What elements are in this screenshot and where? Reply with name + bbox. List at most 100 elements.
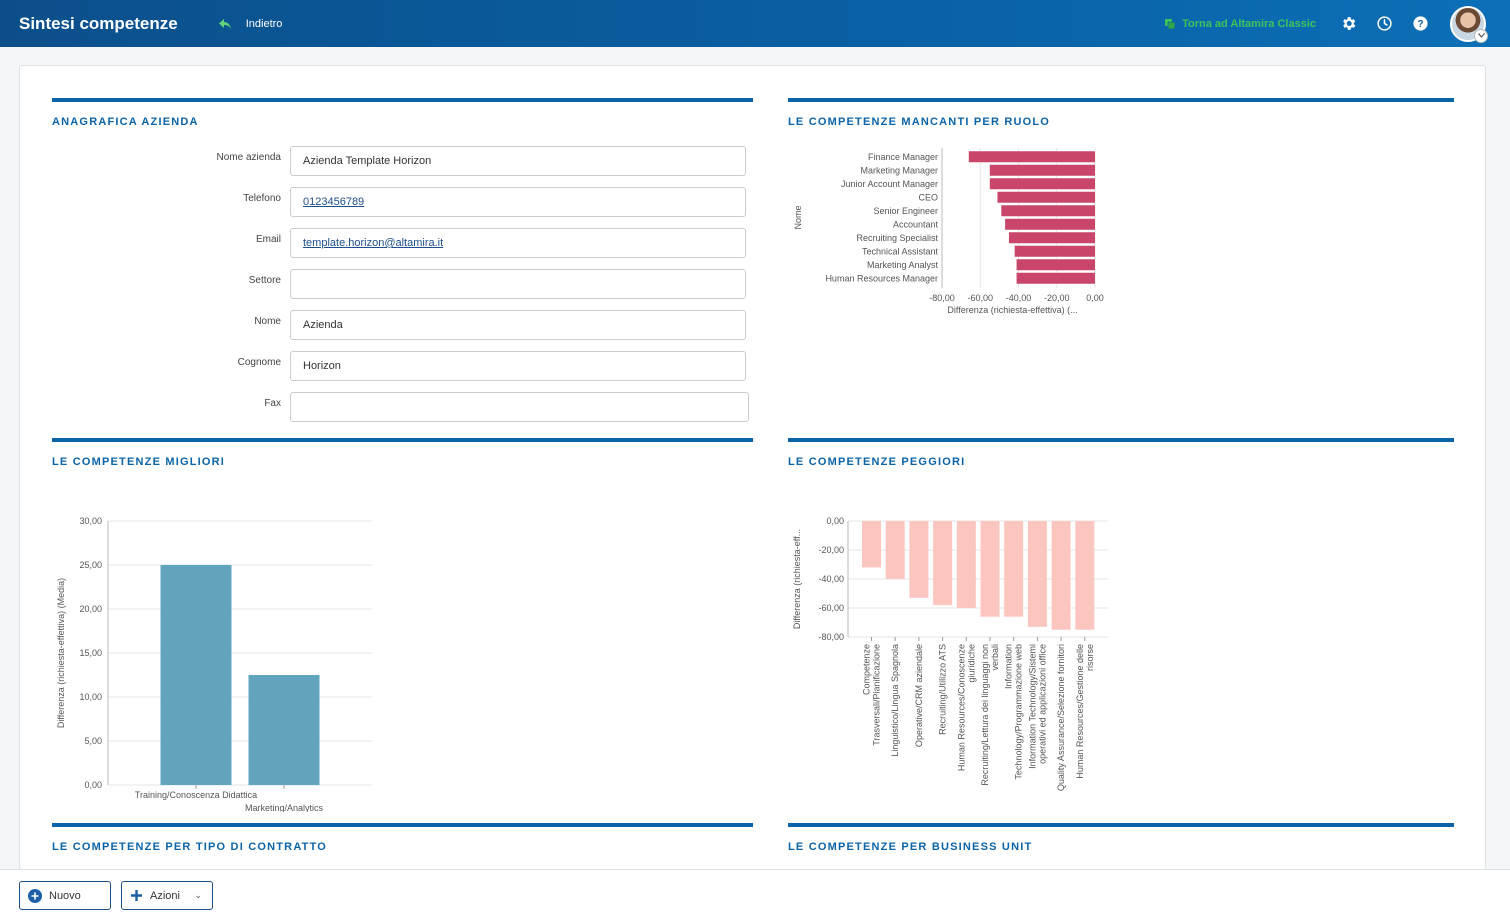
bar[interactable] [956, 521, 976, 608]
bar[interactable] [862, 521, 881, 568]
bar[interactable] [1005, 218, 1095, 230]
section-migliori: LE COMPETENZE MIGLIORI 0,00 5,00 10,00 15,0… [52, 438, 753, 818]
svg-text:?: ? [1417, 19, 1423, 30]
x-tick-label: Recruiting/Lettura dei linguaggi non verb… [980, 644, 1000, 786]
classic-link[interactable]: Torna ad Altamira Classic [1164, 18, 1316, 30]
form-row: Nome azienda [52, 146, 752, 176]
x-tick-label: -20,00 [1044, 293, 1070, 303]
bar[interactable] [909, 521, 929, 598]
bar[interactable] [1016, 259, 1095, 271]
y-tick-label: Accountant [893, 219, 939, 229]
plus-icon [131, 890, 142, 901]
bar[interactable] [989, 178, 1095, 190]
form-row: Telefono [52, 187, 752, 217]
bar[interactable] [997, 191, 1095, 203]
x-tick-label-line: Recruiting/Lettura dei linguaggi non [980, 644, 990, 786]
new-label: Nuovo [49, 889, 81, 902]
x-tick-label-line: verbali [990, 644, 1000, 671]
section-title-business-unit: LE COMPETENZE PER BUSINESS UNIT [788, 841, 1033, 853]
back-label: Indietro [245, 17, 283, 30]
form-label: Nome azienda [216, 152, 281, 163]
x-tick-label-line: Competenze [862, 644, 872, 695]
form-input[interactable] [290, 187, 746, 217]
history-button[interactable] [1375, 15, 1393, 33]
form-input[interactable] [290, 351, 746, 381]
y-tick-label: Junior Account Manager [841, 179, 938, 189]
chart-migliori: 0,00 5,00 10,00 15,00 20,00 25,00 30,00 Trainin… [56, 516, 372, 812]
form-input[interactable] [290, 146, 746, 176]
chart-mancanti: -80,00 -60,00 -40,00 -20,00 0,00 Finance Mana… [793, 148, 1104, 315]
x-tick-label-line: Linguistico/Lingua Spagnola [890, 644, 900, 757]
x-tick-label: Information Technology/Programmazione web [1004, 644, 1024, 780]
y-tick-label: 0,00 [84, 780, 102, 790]
bar[interactable] [248, 675, 320, 785]
x-tick-label: -60,00 [967, 293, 993, 303]
section-mancanti: LE COMPETENZE MANCANTI PER RUOLO -80,00-… [788, 98, 1454, 428]
section-contratto: LE COMPETENZE PER TIPO DI CONTRATTO [52, 823, 753, 869]
bar[interactable] [1051, 521, 1071, 630]
bar[interactable] [933, 521, 953, 606]
x-tick-label: Information Technology/Sistemi operativi … [1027, 644, 1047, 769]
bar[interactable] [1001, 205, 1095, 217]
form-input[interactable] [290, 269, 746, 299]
section-anagrafica: ANAGRAFICA AZIENDA Nome azienda Telefono E… [52, 98, 753, 428]
y-axis-label: Nome [793, 205, 803, 229]
y-tick-label: Finance Manager [868, 152, 938, 162]
bar[interactable] [1027, 521, 1047, 627]
y-tick-label: 20,00 [79, 604, 102, 614]
form-label: Cognome [237, 357, 281, 368]
x-tick-label: Operative/CRM aziendale [914, 644, 924, 747]
bar[interactable] [885, 521, 905, 579]
classic-label: Torna ad Altamira Classic [1182, 17, 1316, 30]
footer-bar: Nuovo Azioni ⌄ [0, 869, 1510, 919]
x-tick-label: 0,00 [1086, 293, 1104, 303]
y-tick-label: 30,00 [79, 516, 102, 526]
help-button[interactable]: ? [1411, 15, 1429, 33]
form-row: Email [52, 228, 752, 258]
switch-icon [1165, 18, 1176, 29]
actions-button[interactable]: Azioni ⌄ [121, 881, 213, 910]
x-tick-label-line: Trasversali/Pianificazione [872, 644, 882, 746]
x-tick-label: -80,00 [929, 293, 955, 303]
bar[interactable] [980, 521, 1000, 617]
page-title: Sintesi competenze [19, 13, 178, 33]
form-input[interactable] [290, 392, 749, 422]
x-tick-label: Human Resources/Conoscenze giuridiche [956, 644, 976, 771]
x-tick-label: -40,00 [1006, 293, 1032, 303]
x-tick-label: Marketing/Analytics [245, 803, 324, 812]
bar[interactable] [1016, 272, 1095, 284]
avatar[interactable] [1450, 5, 1488, 43]
bar[interactable] [1008, 232, 1095, 244]
section-title-peggiori: LE COMPETENZE PEGGIORI [788, 456, 966, 468]
x-tick-label: Competenze Trasversali/Pianificazione [862, 644, 882, 746]
settings-button[interactable] [1339, 15, 1357, 33]
bar[interactable] [989, 164, 1095, 176]
y-tick-label: Marketing Manager [860, 165, 938, 175]
form-input[interactable] [290, 228, 746, 258]
bar[interactable] [1014, 245, 1095, 257]
back-button[interactable]: Indietro [218, 17, 283, 30]
bar[interactable] [1004, 521, 1024, 617]
help-icon: ? [1412, 16, 1428, 31]
y-tick-label: 15,00 [79, 648, 102, 658]
bar[interactable] [160, 565, 232, 785]
x-tick-label-line: Human Resources/Conoscenze [956, 644, 966, 771]
y-tick-label: Technical Assistant [862, 246, 939, 256]
x-axis-label: Differenza (richiesta-effettiva) (... [947, 305, 1077, 315]
x-tick-label: Linguistico/Lingua Spagnola [890, 644, 900, 757]
new-button[interactable]: Nuovo [19, 881, 111, 910]
section-title-contratto: LE COMPETENZE PER TIPO DI CONTRATTO [52, 841, 328, 853]
bar[interactable] [968, 151, 1095, 163]
y-tick-label: Human Resources Manager [825, 273, 938, 283]
form-input[interactable] [290, 310, 746, 340]
y-tick-label: Senior Engineer [873, 206, 938, 216]
x-tick-label-line: Information [1004, 644, 1014, 689]
y-tick-label: 0,00 [826, 516, 844, 526]
y-tick-label: 25,00 [79, 560, 102, 570]
main-panel: ANAGRAFICA AZIENDA Nome azienda Telefono E… [19, 65, 1486, 870]
form-label: Nome [254, 316, 281, 327]
bar[interactable] [1075, 521, 1095, 630]
section-title-mancanti: LE COMPETENZE MANCANTI PER RUOLO [788, 116, 1051, 128]
x-tick-label-line: giuridiche [966, 644, 976, 683]
top-bar: Sintesi competenze Indietro Torna ad Alt… [0, 0, 1510, 47]
